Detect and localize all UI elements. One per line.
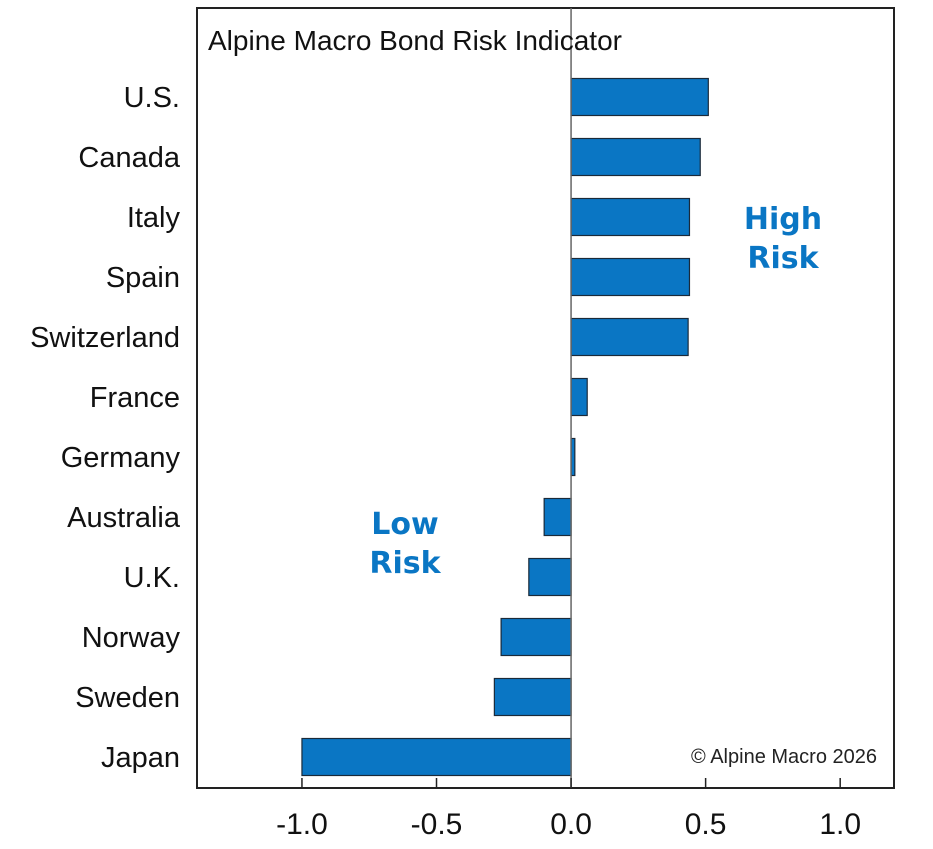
category-label: Canada bbox=[78, 142, 180, 174]
x-tick-label: -1.0 bbox=[276, 808, 328, 841]
bar-france bbox=[570, 377, 588, 417]
category-label: Sweden bbox=[75, 682, 180, 714]
category-label: Australia bbox=[67, 502, 181, 534]
bar-canada bbox=[570, 137, 701, 177]
low-risk-label-line1: Low bbox=[371, 507, 438, 542]
bar-italy bbox=[570, 197, 691, 237]
x-ticks: -1.0 -0.5 0.0 0.5 1.0 bbox=[276, 778, 861, 841]
chart-title: Alpine Macro Bond Risk Indicator bbox=[208, 25, 622, 56]
category-label: Spain bbox=[106, 262, 180, 294]
bar-us bbox=[570, 77, 709, 117]
plot-frame bbox=[196, 7, 895, 789]
category-label: U.K. bbox=[124, 562, 180, 594]
category-label: Germany bbox=[61, 442, 181, 474]
category-label: Japan bbox=[101, 742, 180, 774]
category-label: U.S. bbox=[124, 82, 180, 114]
category-labels: U.S. Canada Italy Spain Switzerland France Ger… bbox=[30, 82, 181, 774]
bar-australia bbox=[543, 497, 572, 537]
bar-sweden bbox=[493, 677, 572, 717]
x-tick-label: 0.5 bbox=[685, 808, 727, 841]
x-tick-label: -0.5 bbox=[411, 808, 463, 841]
bars bbox=[301, 77, 709, 777]
low-risk-label-line2: Risk bbox=[369, 546, 441, 581]
bar-norway bbox=[500, 617, 572, 657]
bar-uk bbox=[528, 557, 572, 597]
category-label: France bbox=[90, 382, 180, 414]
high-risk-label-line2: Risk bbox=[747, 241, 819, 276]
category-label: Italy bbox=[127, 202, 181, 234]
category-label: Switzerland bbox=[30, 322, 180, 354]
bar-japan bbox=[301, 737, 572, 777]
bar-spain bbox=[570, 257, 691, 297]
category-label: Norway bbox=[82, 622, 181, 654]
copyright-text: © Alpine Macro 2026 bbox=[691, 746, 877, 768]
x-tick-label: 1.0 bbox=[819, 808, 861, 841]
bar-switzerland bbox=[570, 317, 689, 357]
x-tick-label: 0.0 bbox=[550, 808, 592, 841]
high-risk-label-line1: High bbox=[744, 202, 822, 237]
